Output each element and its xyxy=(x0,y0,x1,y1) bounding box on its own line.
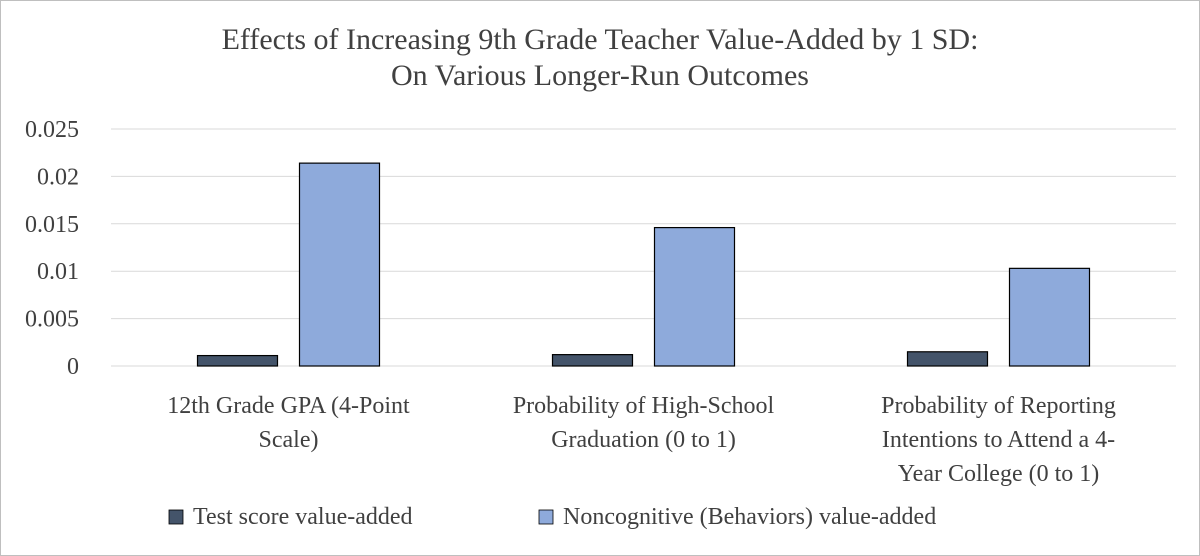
x-category-label: Intentions to Attend a 4- xyxy=(882,427,1115,453)
bar-test-score xyxy=(196,354,279,367)
y-tick-label: 0.025 xyxy=(25,117,79,143)
bar-test-score xyxy=(906,351,989,367)
y-tick-label: 0.02 xyxy=(37,164,79,190)
legend-swatch xyxy=(538,509,554,525)
x-category-label: Year College (0 to 1) xyxy=(898,461,1100,487)
bar-noncognitive xyxy=(1008,267,1091,367)
bar-noncognitive xyxy=(653,226,736,367)
chart-title-line: On Various Longer-Run Outcomes xyxy=(391,59,809,92)
legend-swatch xyxy=(168,509,184,525)
x-category-label: 12th Grade GPA (4-Point xyxy=(167,393,410,419)
bar-test-score xyxy=(551,354,634,367)
y-tick-label: 0.015 xyxy=(25,212,79,238)
bar-noncognitive xyxy=(298,162,381,367)
x-category-label: Scale) xyxy=(259,427,319,453)
chart-title-line: Effects of Increasing 9th Grade Teacher … xyxy=(222,23,979,56)
y-tick-label: 0.01 xyxy=(37,259,79,285)
y-tick-label: 0.005 xyxy=(25,307,79,333)
legend-label: Noncognitive (Behaviors) value-added xyxy=(563,504,936,530)
x-category-label: Probability of High-School xyxy=(513,393,775,419)
x-category-label: Graduation (0 to 1) xyxy=(551,427,736,453)
legend-label: Test score value-added xyxy=(193,504,413,530)
x-category-label: Probability of Reporting xyxy=(881,393,1116,419)
y-tick-label: 0 xyxy=(67,354,79,380)
